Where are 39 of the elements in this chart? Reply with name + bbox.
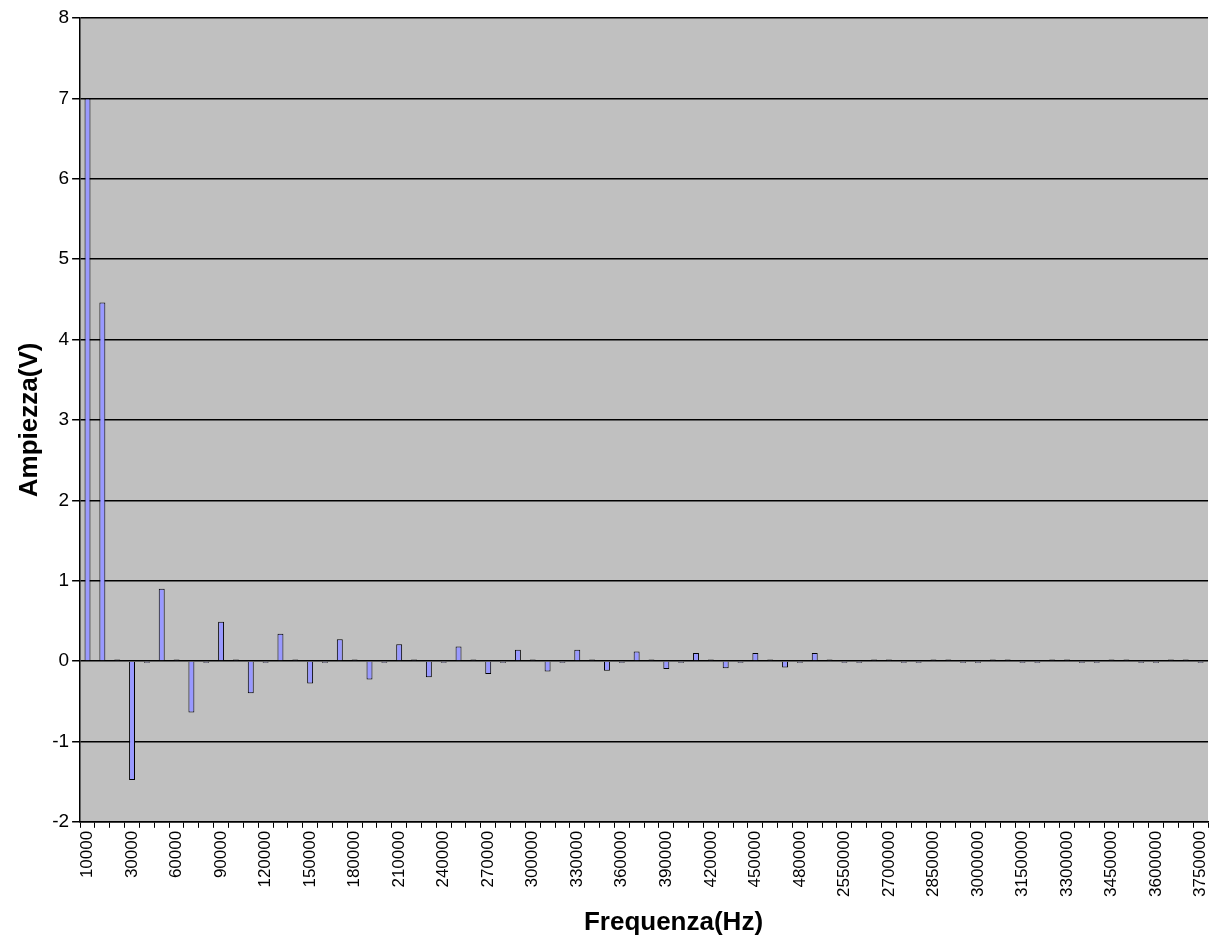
x-tick-label: 3750000 — [1190, 830, 1210, 898]
x-tick-label: 450000 — [745, 830, 765, 888]
x-axis-title: Frequenza(Hz) — [582, 906, 765, 937]
x-tick-label: 3300000 — [1056, 830, 1076, 898]
y-tick-label: 3 — [58, 408, 70, 430]
x-tick-label: 2700000 — [878, 830, 898, 898]
y-tick-label: 7 — [58, 86, 70, 108]
x-tick-label: 3450000 — [1101, 830, 1121, 898]
x-tick-label: 330000 — [566, 830, 586, 888]
x-tick-label: 3150000 — [1012, 830, 1032, 898]
x-tick-label: 2850000 — [923, 830, 943, 898]
y-tick-label: 2 — [58, 488, 70, 510]
y-axis-title: Ampiezza(V) — [12, 342, 43, 498]
x-tick-label: 180000 — [344, 830, 364, 888]
x-tick-label: 150000 — [299, 830, 319, 888]
x-tick-label: 390000 — [656, 830, 676, 888]
x-tick-label: 270000 — [477, 830, 497, 888]
x-tick-label: 60000 — [166, 830, 186, 879]
x-tick-label: 480000 — [789, 830, 809, 888]
y-tick-label: 0 — [58, 649, 70, 671]
y-tick-label: 5 — [58, 247, 70, 269]
x-tick-label: 240000 — [433, 830, 453, 888]
x-tick-label: 10000 — [77, 830, 97, 879]
x-tick-label: 300000 — [522, 830, 542, 888]
x-tick-label: 120000 — [255, 830, 275, 888]
x-tick-label: 3600000 — [1145, 830, 1165, 898]
x-tick-label: 420000 — [700, 830, 720, 888]
y-tick-label: 4 — [58, 327, 70, 349]
y-tick-label: 6 — [58, 167, 70, 188]
x-tick-label: 30000 — [121, 830, 141, 879]
x-tick-label: 210000 — [388, 830, 408, 888]
x-tick-label: 360000 — [611, 830, 631, 888]
x-tick-label: 2550000 — [834, 830, 854, 898]
y-tick-label: 8 — [58, 6, 70, 28]
y-tick-label: -2 — [52, 810, 70, 832]
y-tick-label: -1 — [52, 729, 70, 751]
y-tick-label: 1 — [58, 568, 70, 590]
x-tick-label: 3000000 — [967, 830, 987, 898]
x-tick-label: 90000 — [210, 830, 230, 879]
